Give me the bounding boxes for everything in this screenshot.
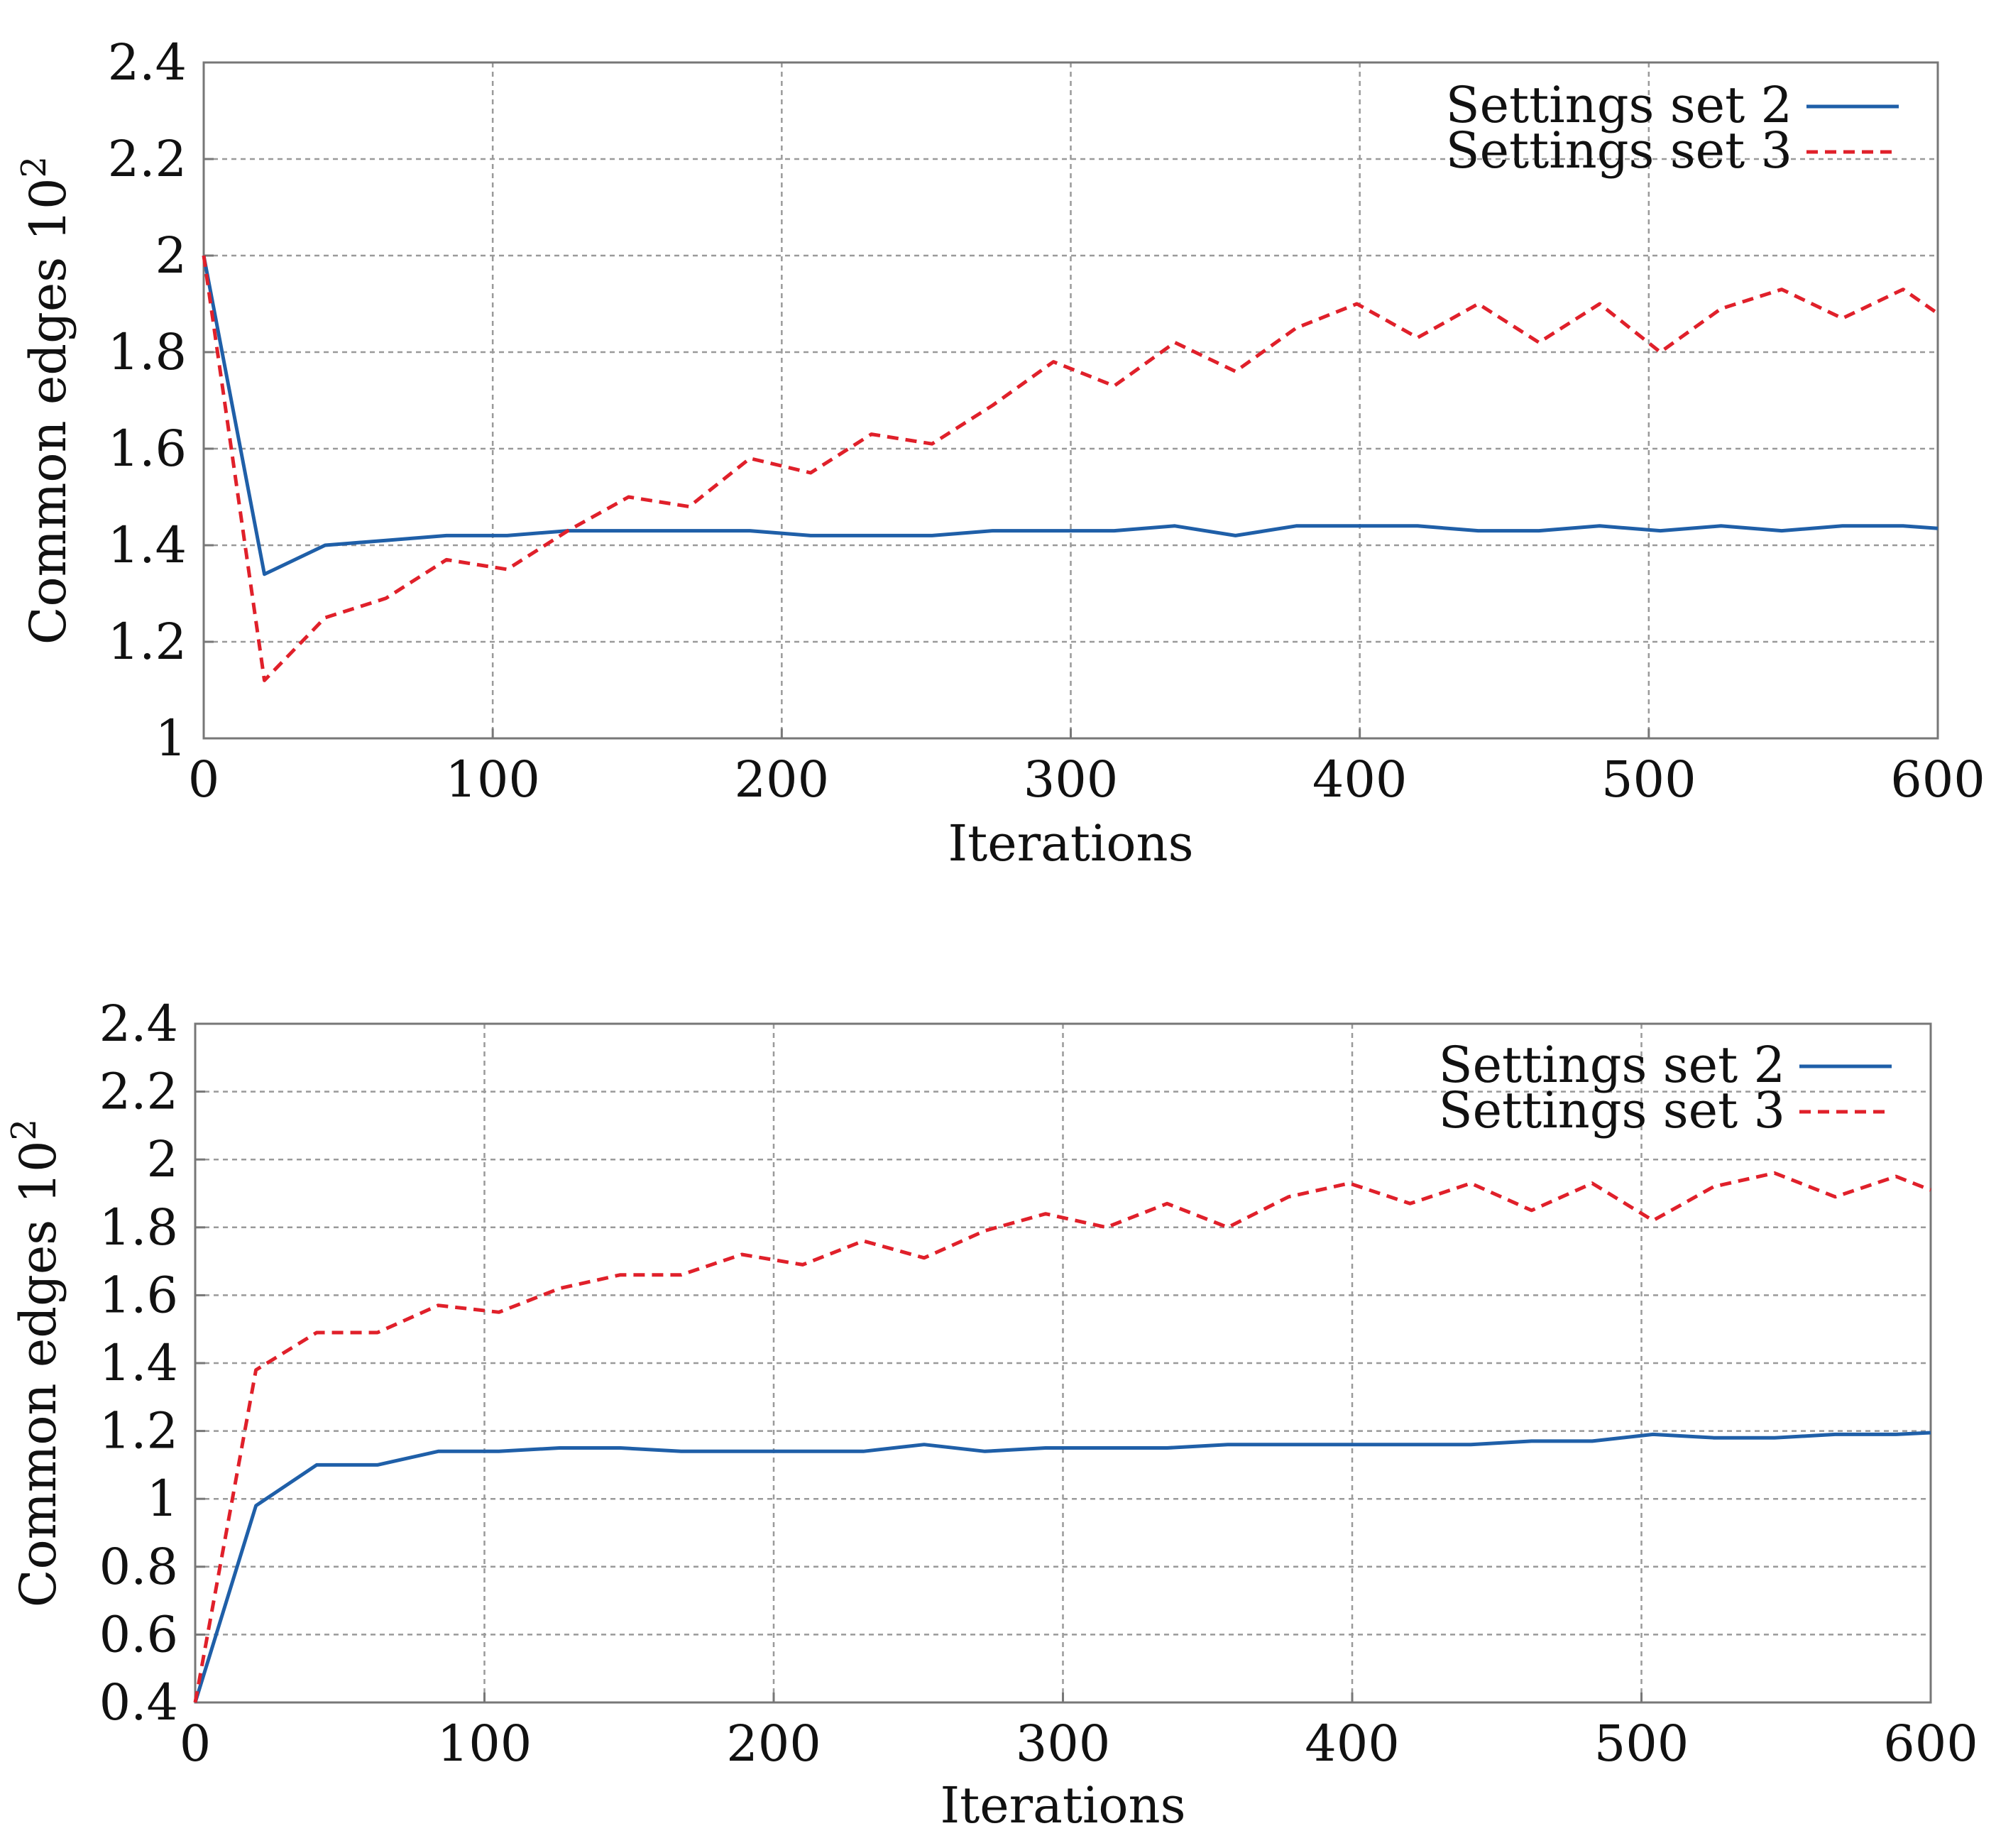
x-tick-label: 200: [726, 1715, 821, 1773]
y-tick-label: 2: [155, 226, 187, 285]
x-tick-label: 100: [437, 1715, 532, 1773]
y-tick-label: 1: [146, 1470, 178, 1528]
y-axis-label-base: Common edges 10: [9, 1140, 67, 1607]
x-tick-label: 600: [1890, 750, 1985, 809]
chart-top: 0 100 200 300 400 500 600 1 1.2 1.4 1.6 1.8 2 2.2 2.4 I…: [14, 33, 1985, 873]
series-line-settings-set-3: [193, 1171, 1931, 1703]
x-tick-label: 300: [1016, 1715, 1111, 1773]
x-tick-label: 300: [1024, 750, 1119, 809]
y-tick-label: 1.2: [108, 613, 187, 671]
x-tick-label: 500: [1594, 1715, 1689, 1773]
x-tick-label: 400: [1312, 750, 1408, 809]
y-axis-label: Common edges 102: [14, 156, 77, 645]
y-tick-label: 1.8: [99, 1198, 178, 1257]
x-tick-label: 0: [180, 1715, 212, 1773]
x-tick-label: 600: [1883, 1715, 1978, 1773]
x-tick-label: 200: [735, 750, 830, 809]
y-axis-label: Common edges 102: [4, 1119, 67, 1607]
y-tick-label: 2.4: [99, 995, 178, 1053]
legend-label-settings-set-3: Settings set 3: [1446, 121, 1792, 180]
y-axis-label-exponent: 2: [14, 156, 54, 178]
y-tick-label: 0.8: [99, 1538, 178, 1596]
y-tick-label: 1.6: [108, 420, 187, 478]
y-tick-label: 1: [155, 709, 187, 767]
y-axis-label-exponent: 2: [4, 1119, 44, 1141]
y-tick-label: 2.4: [108, 33, 187, 92]
x-tick-label: 100: [445, 750, 540, 809]
y-tick-label: 0.6: [99, 1605, 178, 1663]
y-tick-label: 1.2: [99, 1402, 178, 1460]
x-tick-label: 0: [188, 750, 220, 809]
series-line-settings-set-2: [202, 255, 1939, 576]
y-tick-label: 1.6: [99, 1266, 178, 1324]
y-tick-label: 0.4: [99, 1673, 178, 1732]
series-line-settings-set-2: [193, 1431, 1931, 1703]
y-tick-label: 2: [146, 1130, 178, 1188]
y-tick-label: 2.2: [99, 1063, 178, 1121]
x-tick-label: 400: [1305, 1715, 1400, 1773]
x-axis-label: Iterations: [948, 814, 1193, 873]
x-axis-label: Iterations: [940, 1776, 1185, 1835]
y-tick-label: 1.8: [108, 323, 187, 381]
series-line-settings-set-3: [202, 255, 1939, 682]
y-tick-label: 2.2: [108, 130, 187, 188]
x-tick-label: 500: [1601, 750, 1696, 809]
legend-label-settings-set-2: Settings set 2: [1446, 76, 1792, 134]
legend-label-settings-set-3: Settings set 3: [1439, 1081, 1785, 1139]
legend-label-settings-set-2: Settings set 2: [1439, 1036, 1785, 1094]
y-axis-label-base: Common edges 10: [19, 177, 77, 645]
y-tick-label: 1.4: [99, 1334, 178, 1392]
y-tick-label: 1.4: [108, 516, 187, 574]
chart-bottom: 0 100 200 300 400 500 600 0.4 0.6 0.8 1 1.2 1.4 1.6 1.…: [4, 995, 1978, 1835]
